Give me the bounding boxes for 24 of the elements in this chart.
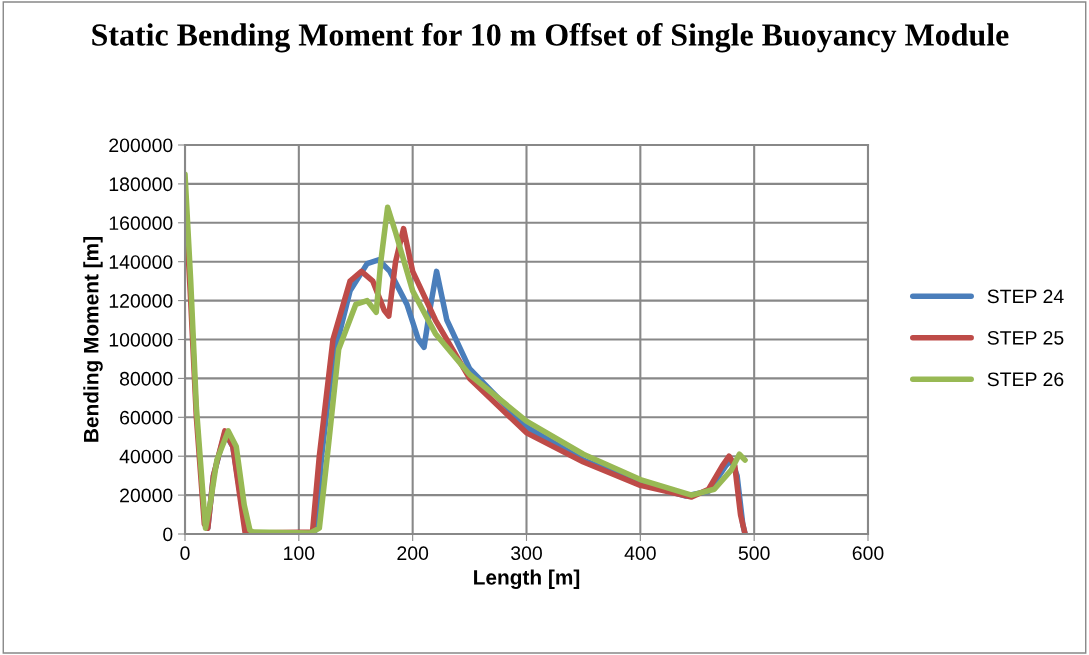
legend-label: STEP 26 <box>987 372 1064 387</box>
y-tick-label: 100000 <box>109 332 173 347</box>
x-tick-label: 600 <box>852 546 884 561</box>
legend-label: STEP 25 <box>987 330 1064 345</box>
x-tick-label: 200 <box>397 546 429 561</box>
y-tick-label: 180000 <box>109 177 173 192</box>
y-tick-label: 120000 <box>109 294 173 308</box>
legend-label: STEP 24 <box>987 289 1064 304</box>
y-tick-label: 60000 <box>120 410 173 425</box>
y-tick-label: 200000 <box>109 138 173 153</box>
y-tick-label: 160000 <box>109 216 173 231</box>
y-tick-label: 40000 <box>119 449 173 464</box>
x-tick-label: 100 <box>284 546 315 561</box>
y-tick-label: 20000 <box>120 488 173 503</box>
y-tick-label: 80000 <box>119 371 173 386</box>
x-axis-title: Length [m] <box>474 569 580 589</box>
x-tick-label: 400 <box>624 546 656 561</box>
y-axis-title: Bending Moment [m] <box>83 237 103 442</box>
x-tick-label: 300 <box>511 546 542 561</box>
y-tick-label: 140000 <box>109 255 173 269</box>
y-tick-label: 0 <box>163 527 173 542</box>
x-tick-label: 500 <box>738 546 770 561</box>
chart-title: Static Bending Moment for 10 m Offset of Single Buoyancy Module <box>92 22 1009 53</box>
x-tick-label: 0 <box>180 546 190 561</box>
